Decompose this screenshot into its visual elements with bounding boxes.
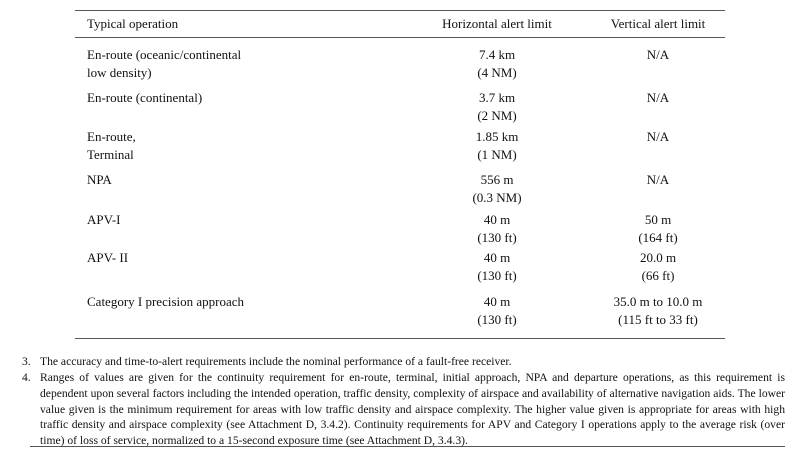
table-cell: (2 NM) (477, 107, 517, 123)
table-cell: (4 NM) (477, 64, 517, 80)
table-cell: NPA (87, 172, 112, 187)
table-cell: (66 ft) (641, 267, 675, 283)
table-cell: (130 ft) (477, 267, 517, 283)
table-cell: En-route, (87, 129, 136, 144)
header-cell: Vertical alert limit (610, 16, 706, 31)
table-cell: 3.7 km (478, 90, 516, 105)
table-cell: 35.0 m to 10.0 m (613, 294, 703, 309)
table-cell: Category I precision approach (87, 294, 245, 309)
table-cell: 40 m (483, 294, 511, 309)
table-top-rule (75, 10, 725, 11)
table-cell: En-route (continental) (87, 90, 203, 105)
table-cell: (1 NM) (477, 146, 517, 162)
note-text: Ranges of values are given for the conti… (40, 371, 785, 448)
table-cell: (130 ft) (477, 311, 517, 327)
header-cell: Horizontal alert limit (442, 16, 552, 31)
note-number: 4. (22, 371, 31, 384)
table-cell: (164 ft) (638, 229, 678, 245)
table-cell: 556 m (480, 172, 514, 187)
table-cell: 20.0 m (639, 250, 677, 265)
header-cell: Typical operation (87, 16, 179, 31)
header-rule (75, 37, 725, 38)
table-cell: APV-I (87, 212, 121, 227)
table-cell: N/A (646, 47, 670, 62)
table-cell: 40 m (483, 250, 511, 265)
table-cell: 7.4 km (478, 47, 516, 62)
table-cell: 50 m (644, 212, 672, 227)
table-cell: APV- II (87, 250, 129, 265)
table-cell: N/A (646, 172, 670, 187)
table-cell: (130 ft) (477, 229, 517, 245)
table-cell: (0.3 NM) (472, 189, 522, 205)
table-cell: N/A (646, 129, 670, 144)
note-number: 3. (22, 355, 31, 368)
table-cell: En-route (oceanic/continental (87, 47, 242, 62)
note-text: The accuracy and time-to-alert requireme… (40, 355, 512, 368)
table-cell: 1.85 km (475, 129, 519, 144)
table-cell: N/A (646, 90, 670, 105)
notes-bottom-rule (30, 446, 785, 447)
table-cell: low density) (87, 64, 152, 80)
table-cell: (115 ft to 33 ft) (618, 311, 698, 327)
table-bottom-rule (75, 338, 725, 339)
table-cell: 40 m (483, 212, 511, 227)
table-cell: Terminal (87, 146, 134, 162)
